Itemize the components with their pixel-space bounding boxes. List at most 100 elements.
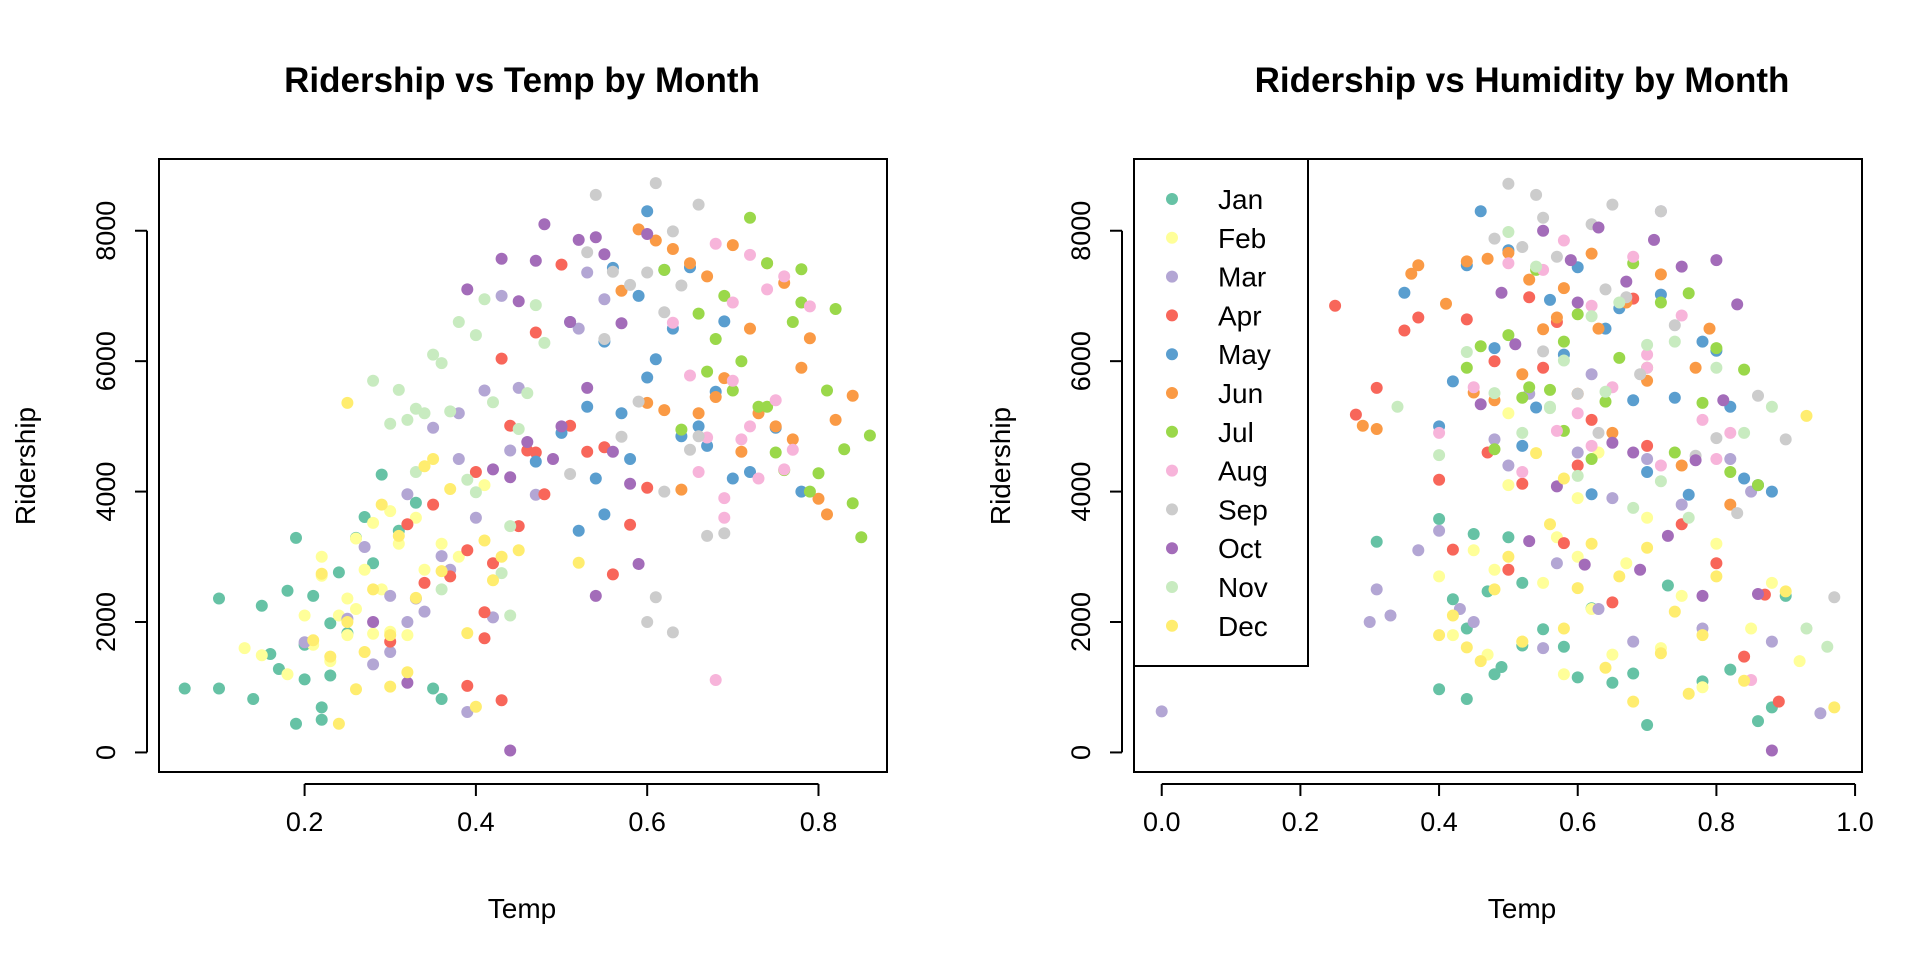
point-dec bbox=[1613, 570, 1626, 583]
point-jul bbox=[675, 423, 688, 436]
point-jan bbox=[315, 713, 328, 726]
point-sep bbox=[615, 430, 628, 443]
point-mar bbox=[1433, 524, 1446, 537]
point-dec bbox=[401, 666, 414, 679]
point-oct bbox=[401, 676, 414, 689]
point-jan bbox=[1537, 623, 1550, 636]
point-dec bbox=[1668, 605, 1681, 618]
point-mar bbox=[1370, 583, 1383, 596]
point-feb bbox=[1675, 589, 1688, 602]
point-jun bbox=[615, 284, 628, 297]
point-oct bbox=[624, 477, 637, 490]
point-feb bbox=[298, 609, 311, 622]
point-dec bbox=[1502, 550, 1515, 563]
point-dec bbox=[384, 680, 397, 693]
point-sep bbox=[632, 395, 645, 408]
point-nov bbox=[409, 402, 422, 415]
point-may bbox=[529, 455, 542, 468]
point-dec bbox=[512, 544, 525, 557]
y-tick-label: 6000 bbox=[1066, 331, 1096, 391]
point-jul bbox=[863, 429, 876, 442]
point-sep bbox=[1571, 387, 1584, 400]
point-aug bbox=[1502, 257, 1515, 270]
point-jan bbox=[332, 566, 345, 579]
point-mar bbox=[1502, 459, 1515, 472]
point-jan bbox=[1446, 593, 1459, 606]
point-sep bbox=[675, 279, 688, 292]
point-aug bbox=[761, 283, 774, 296]
point-nov bbox=[1654, 475, 1667, 488]
humidity-scatter-panel: Ridership vs Humidity by Month Temp Ride… bbox=[985, 61, 1874, 924]
point-mar bbox=[1585, 368, 1598, 381]
scatter-points bbox=[1155, 177, 1841, 757]
point-nov bbox=[1765, 400, 1778, 413]
point-may bbox=[649, 353, 662, 366]
point-sep bbox=[1634, 368, 1647, 381]
point-nov bbox=[1516, 426, 1529, 439]
point-dec bbox=[358, 646, 371, 658]
point-dec bbox=[418, 460, 431, 473]
point-oct bbox=[1495, 286, 1508, 299]
legend-marker-mar bbox=[1166, 270, 1178, 283]
point-dec bbox=[1460, 641, 1473, 654]
point-dec bbox=[1682, 687, 1695, 700]
point-feb bbox=[1557, 668, 1570, 681]
legend-marker-jul bbox=[1166, 425, 1178, 438]
point-may bbox=[726, 472, 739, 485]
point-jul bbox=[761, 400, 774, 413]
point-apr bbox=[495, 352, 508, 365]
point-dec bbox=[324, 650, 337, 663]
point-may bbox=[701, 439, 714, 452]
point-dec bbox=[1800, 409, 1813, 422]
point-jun bbox=[812, 492, 825, 505]
point-mar bbox=[1467, 616, 1480, 628]
point-mar bbox=[401, 616, 414, 628]
point-oct bbox=[1592, 221, 1605, 234]
point-aug bbox=[1467, 381, 1480, 394]
point-dec bbox=[435, 565, 448, 578]
point-aug bbox=[752, 472, 765, 485]
scatter-points bbox=[178, 177, 876, 757]
point-may bbox=[615, 407, 628, 420]
point-may bbox=[1585, 488, 1598, 501]
point-jun bbox=[1460, 255, 1473, 268]
point-mar bbox=[495, 289, 508, 302]
point-jun bbox=[1481, 252, 1494, 265]
point-dec bbox=[487, 574, 499, 587]
point-oct bbox=[1648, 233, 1660, 246]
legend-label-sep: Sep bbox=[1218, 494, 1268, 525]
point-sep bbox=[1502, 177, 1515, 190]
point-nov bbox=[409, 466, 422, 478]
point-apr bbox=[495, 694, 508, 707]
point-sep bbox=[581, 246, 594, 259]
point-jun bbox=[1405, 267, 1418, 280]
point-jan bbox=[324, 617, 337, 630]
point-jun bbox=[1689, 361, 1702, 374]
y-tick-label: 4000 bbox=[91, 462, 121, 522]
point-jul bbox=[1544, 383, 1556, 396]
point-may bbox=[1682, 488, 1695, 501]
point-oct bbox=[1474, 398, 1487, 411]
point-dec bbox=[332, 717, 345, 730]
point-aug bbox=[744, 248, 756, 261]
point-aug bbox=[709, 237, 722, 250]
point-apr bbox=[1710, 557, 1723, 570]
point-sep bbox=[624, 278, 637, 291]
point-dec bbox=[1641, 541, 1654, 554]
point-apr bbox=[461, 544, 474, 557]
legend-label-dec: Dec bbox=[1218, 611, 1268, 642]
point-jun bbox=[1606, 426, 1619, 439]
point-jul bbox=[1654, 296, 1667, 309]
point-nov bbox=[384, 417, 397, 430]
point-feb bbox=[341, 592, 354, 605]
point-dec bbox=[478, 534, 491, 547]
point-mar bbox=[1627, 635, 1640, 648]
point-jan bbox=[324, 669, 337, 682]
point-feb bbox=[1641, 511, 1654, 524]
point-may bbox=[581, 400, 594, 413]
point-aug bbox=[1433, 426, 1446, 439]
point-oct bbox=[538, 218, 551, 231]
chart-title: Ridership vs Humidity by Month bbox=[1255, 61, 1790, 100]
point-jul bbox=[1502, 329, 1515, 342]
point-mar bbox=[478, 384, 491, 397]
